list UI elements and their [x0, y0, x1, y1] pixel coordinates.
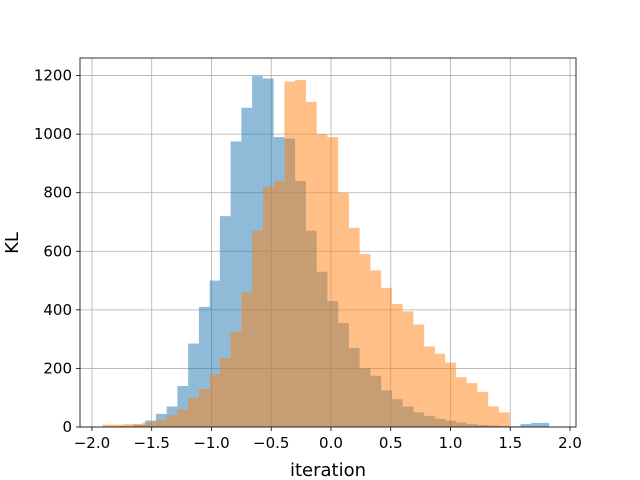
histogram-bar: [413, 324, 425, 427]
histogram-bar: [188, 343, 199, 427]
histogram-bar: [123, 424, 143, 427]
x-axis-label: iteration: [290, 460, 366, 480]
x-tick-label: 1.5: [498, 434, 522, 452]
histogram-series-2: [102, 79, 510, 428]
histogram-bar: [166, 415, 178, 427]
bars-layer: [102, 76, 550, 428]
histogram-bar: [391, 304, 403, 427]
histogram-bar: [424, 346, 435, 427]
x-tick-label: 0.5: [379, 434, 403, 452]
x-tick-label: 2.0: [558, 434, 582, 452]
histogram-bar: [102, 424, 124, 427]
y-tick-label: 1200: [34, 67, 72, 85]
histogram-bar: [262, 186, 274, 427]
y-tick-label: 1000: [34, 125, 72, 143]
histogram-bar: [198, 306, 210, 427]
histogram-bar: [219, 358, 231, 427]
histogram-bar: [219, 216, 231, 427]
histogram-bar: [466, 383, 478, 427]
histogram-bar: [455, 377, 467, 427]
y-tick-label: 800: [43, 184, 72, 202]
histogram-bar: [177, 386, 189, 427]
y-tick-label: 200: [43, 359, 72, 377]
histogram-bar: [445, 362, 456, 427]
histogram-bar: [477, 391, 489, 427]
histogram-bar: [142, 422, 156, 427]
x-tick-label: 0.0: [319, 434, 343, 452]
histogram-bar: [295, 79, 306, 427]
y-tick-label: 400: [43, 301, 72, 319]
x-tick-label: −1.5: [133, 434, 169, 452]
histogram-bar: [338, 192, 349, 427]
histogram-bar: [198, 388, 210, 427]
histogram-bar: [359, 254, 371, 427]
histogram-bar: [155, 419, 167, 427]
y-tick-label: 600: [43, 242, 72, 260]
x-tick-label: −0.5: [253, 434, 289, 452]
y-tick-label: 0: [62, 418, 72, 436]
histogram-bar: [531, 422, 550, 427]
axes-layer: −2.0 −1.5 −1.0 −0.5 0.0 0.5 1.0 1.5 2.0 0 200 400 60…: [34, 57, 582, 452]
histogram-bar: [241, 292, 253, 427]
x-tick-label: −2.0: [74, 434, 110, 452]
histogram-bar: [402, 311, 414, 427]
histogram-bar: [209, 280, 220, 427]
histogram-bar: [370, 270, 382, 427]
histogram-bar: [381, 287, 392, 427]
y-axis-label: KL: [2, 232, 23, 254]
histogram-bar: [348, 227, 360, 427]
histogram-bar: [209, 374, 220, 427]
x-tick-label: −1.0: [193, 434, 229, 452]
histogram-bar: [252, 230, 263, 427]
histogram-bar: [520, 424, 532, 427]
plot-frame: [79, 57, 577, 428]
histogram-bar: [273, 181, 285, 427]
histogram-bar: [230, 141, 242, 427]
histogram-bar: [305, 101, 317, 427]
histogram-bar: [188, 397, 199, 427]
histogram-bar: [488, 406, 499, 427]
histogram-bar: [241, 107, 253, 428]
histogram-bar: [177, 409, 189, 427]
histogram-bar: [230, 331, 242, 427]
histogram-bar: [284, 81, 296, 427]
histogram-bar: [498, 412, 510, 427]
histogram-bar: [316, 134, 328, 427]
histogram-bar: [434, 353, 446, 427]
histogram-bar: [327, 137, 339, 428]
x-tick-label: 1.0: [439, 434, 463, 452]
